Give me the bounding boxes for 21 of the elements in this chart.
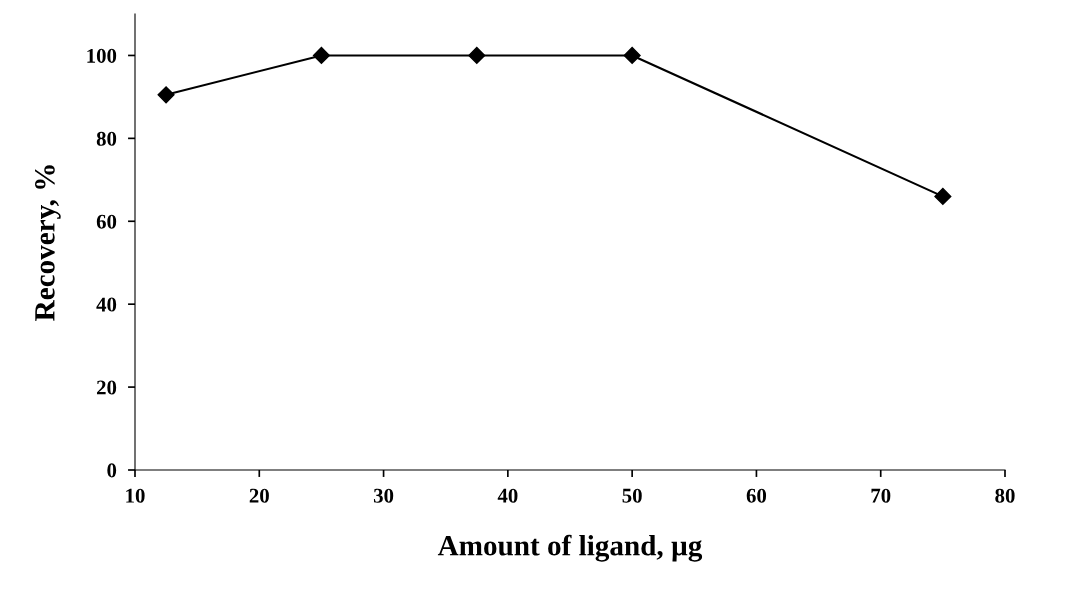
y-tick-label: 60	[96, 214, 117, 229]
y-tick-label: 20	[96, 380, 117, 395]
point	[623, 46, 641, 65]
point	[934, 187, 952, 205]
x-axis-title: Amount of ligand, µg	[437, 534, 703, 562]
y-tick-label: 0	[107, 463, 117, 478]
x-tick-label: 20	[249, 488, 269, 503]
point	[468, 46, 486, 65]
x-tick-label: 30	[373, 488, 394, 503]
y-tick-label: 100	[87, 48, 117, 63]
y-tick-label: 80	[96, 131, 117, 146]
x-tick-label: 60	[746, 488, 767, 503]
point	[157, 86, 175, 104]
x-tick-label: 10	[126, 488, 145, 503]
x-tick-label: 80	[995, 488, 1015, 503]
x-tick-label: 50	[622, 488, 642, 503]
y-tick-label: 40	[96, 297, 117, 312]
x-tick-label: 70	[871, 488, 891, 503]
y-axis-title: Recovery, %	[35, 165, 61, 321]
x-tick-label: 40	[497, 488, 518, 503]
point	[312, 46, 330, 65]
